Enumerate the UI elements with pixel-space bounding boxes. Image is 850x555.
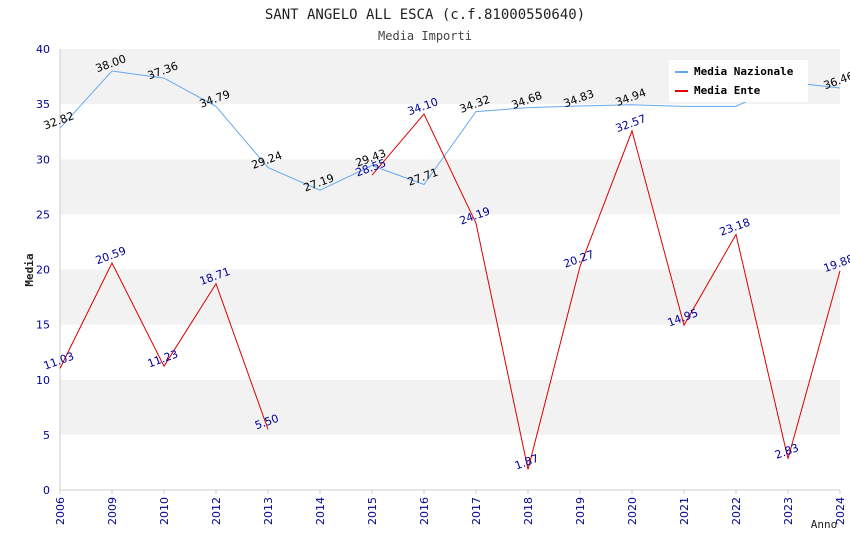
x-tick-label: 2024 bbox=[834, 497, 847, 525]
y-tick-label: 30 bbox=[36, 153, 50, 166]
y-tick-label: 20 bbox=[36, 264, 50, 277]
grid-band bbox=[60, 214, 840, 270]
y-tick-label: 5 bbox=[43, 429, 50, 442]
grid-band bbox=[60, 269, 840, 325]
x-tick-label: 2022 bbox=[730, 497, 743, 525]
y-axis-title: Media bbox=[23, 253, 36, 286]
y-tick-label: 35 bbox=[36, 98, 50, 111]
x-tick-label: 2020 bbox=[626, 497, 639, 525]
x-tick-label: 2019 bbox=[574, 497, 587, 525]
grid-band bbox=[60, 104, 840, 160]
y-tick-label: 40 bbox=[36, 43, 50, 56]
series-media-nazionale bbox=[59, 70, 841, 191]
series-media-ente bbox=[59, 113, 841, 470]
x-axis-title: Anno bbox=[811, 518, 838, 531]
y-tick-label: 15 bbox=[36, 319, 50, 332]
series-line-media-ente bbox=[371, 113, 841, 470]
y-tick-label: 0 bbox=[43, 484, 50, 497]
x-tick-label: 2006 bbox=[54, 497, 67, 525]
series-line-media-nazionale bbox=[59, 70, 841, 191]
x-tick-label: 2018 bbox=[522, 497, 535, 525]
chart-title: SANT ANGELO ALL ESCA (c.f.81000550640) bbox=[265, 7, 585, 23]
legend-box bbox=[669, 60, 808, 102]
x-tick-label: 2023 bbox=[782, 497, 795, 525]
legend-label-media-nazionale: Media Nazionale bbox=[694, 65, 794, 78]
x-tick-label: 2015 bbox=[366, 497, 379, 525]
legend-label-media-ente: Media Ente bbox=[694, 84, 761, 97]
x-tick-label: 2013 bbox=[262, 497, 275, 525]
grid-band bbox=[60, 379, 840, 435]
x-tick-label: 2014 bbox=[314, 497, 327, 525]
x-tick-label: 2010 bbox=[158, 497, 171, 525]
grid-band bbox=[60, 434, 840, 490]
x-tick-label: 2012 bbox=[210, 497, 223, 525]
y-tick-label: 25 bbox=[36, 208, 50, 221]
x-tick-label: 2016 bbox=[418, 497, 431, 525]
x-tick-label: 2009 bbox=[106, 497, 119, 525]
legend: Media Nazionale Media Ente bbox=[669, 60, 808, 102]
x-tick-label: 2017 bbox=[470, 497, 483, 525]
grid-band bbox=[60, 324, 840, 380]
series-line-media-ente bbox=[59, 261, 269, 430]
y-tick-label: 10 bbox=[36, 374, 50, 387]
chart-subtitle: Media Importi bbox=[378, 29, 472, 43]
x-tick-label: 2021 bbox=[678, 497, 691, 525]
